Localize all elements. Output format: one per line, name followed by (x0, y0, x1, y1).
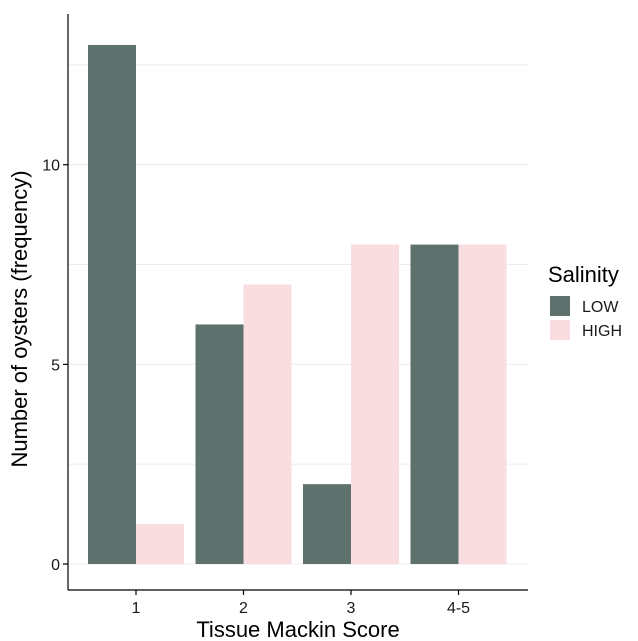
y-axis-title: Number of oysters (frequency) (7, 170, 32, 467)
y-tick-label: 0 (51, 557, 60, 574)
bar-high-4-5 (458, 244, 507, 565)
bar-low-4-5 (410, 244, 459, 565)
x-tick-label: 3 (347, 600, 356, 617)
y-ticks: 0 5 10 (42, 158, 68, 574)
x-tick-label: 2 (239, 600, 248, 617)
bar-low-1 (88, 44, 136, 564)
legend: Salinity LOW HIGH (548, 262, 622, 340)
bar-high-2 (243, 284, 292, 564)
y-tick-label: 5 (51, 357, 60, 374)
legend-title: Salinity (548, 262, 619, 287)
bar-high-1 (136, 524, 184, 564)
legend-key-high (550, 320, 570, 340)
bar-low-3 (303, 484, 351, 564)
x-tick-label: 4-5 (447, 600, 470, 617)
bar-low-2 (195, 324, 244, 564)
legend-label-high: HIGH (582, 323, 622, 340)
x-ticks: 1 2 3 4-5 (132, 590, 470, 617)
legend-label-low: LOW (582, 299, 619, 316)
bars (88, 44, 507, 565)
bar-high-3 (351, 244, 399, 565)
x-tick-label: 1 (132, 600, 141, 617)
y-tick-label: 10 (42, 158, 60, 175)
x-axis-title: Tissue Mackin Score (196, 617, 399, 641)
legend-key-low (550, 296, 570, 316)
